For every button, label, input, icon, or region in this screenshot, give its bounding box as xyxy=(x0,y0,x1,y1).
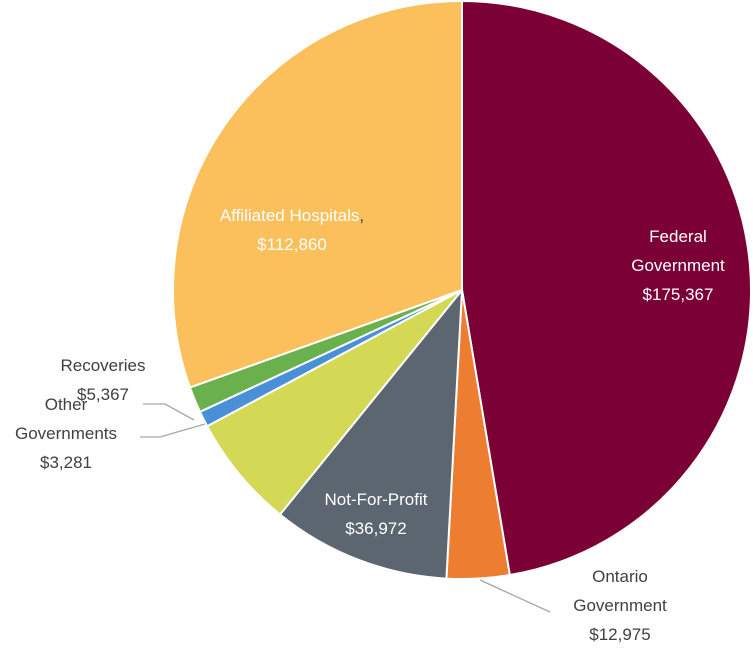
data-label: Federal Government $175,367 xyxy=(613,222,743,309)
leader-line xyxy=(479,579,551,613)
value-label: $5,367 xyxy=(77,385,129,404)
pie-slice xyxy=(461,0,752,577)
data-label: Ontario Government $12,975 xyxy=(550,562,690,649)
category-label: Ontario Government xyxy=(573,567,667,615)
data-label: Not-For-Profit $36,972 xyxy=(296,485,456,543)
category-label: Other Governments xyxy=(14,395,118,443)
leader-line xyxy=(143,403,195,421)
category-label: Not-For-Profit xyxy=(324,490,428,509)
value-label: $112,860 xyxy=(257,235,327,254)
data-label: Affiliated Hospitals, $112,860 xyxy=(172,201,412,259)
category-label: Recoveries xyxy=(60,356,146,375)
label-separator: , xyxy=(359,206,365,225)
pie-slice xyxy=(172,0,463,389)
value-label: $175,367 xyxy=(642,285,714,304)
value-label: $36,972 xyxy=(345,519,407,538)
value-label: $12,975 xyxy=(589,625,651,644)
data-label: Recoveries $5,367 xyxy=(38,351,168,409)
data-label: Other Governments $3,281 xyxy=(1,390,131,477)
pie-slice xyxy=(278,286,464,580)
leader-line xyxy=(140,423,206,438)
pie-slice xyxy=(205,289,463,516)
category-label: Federal Government xyxy=(631,227,725,275)
value-label: $3,281 xyxy=(40,453,92,472)
category-label: Affiliated Hospitals xyxy=(219,206,360,225)
